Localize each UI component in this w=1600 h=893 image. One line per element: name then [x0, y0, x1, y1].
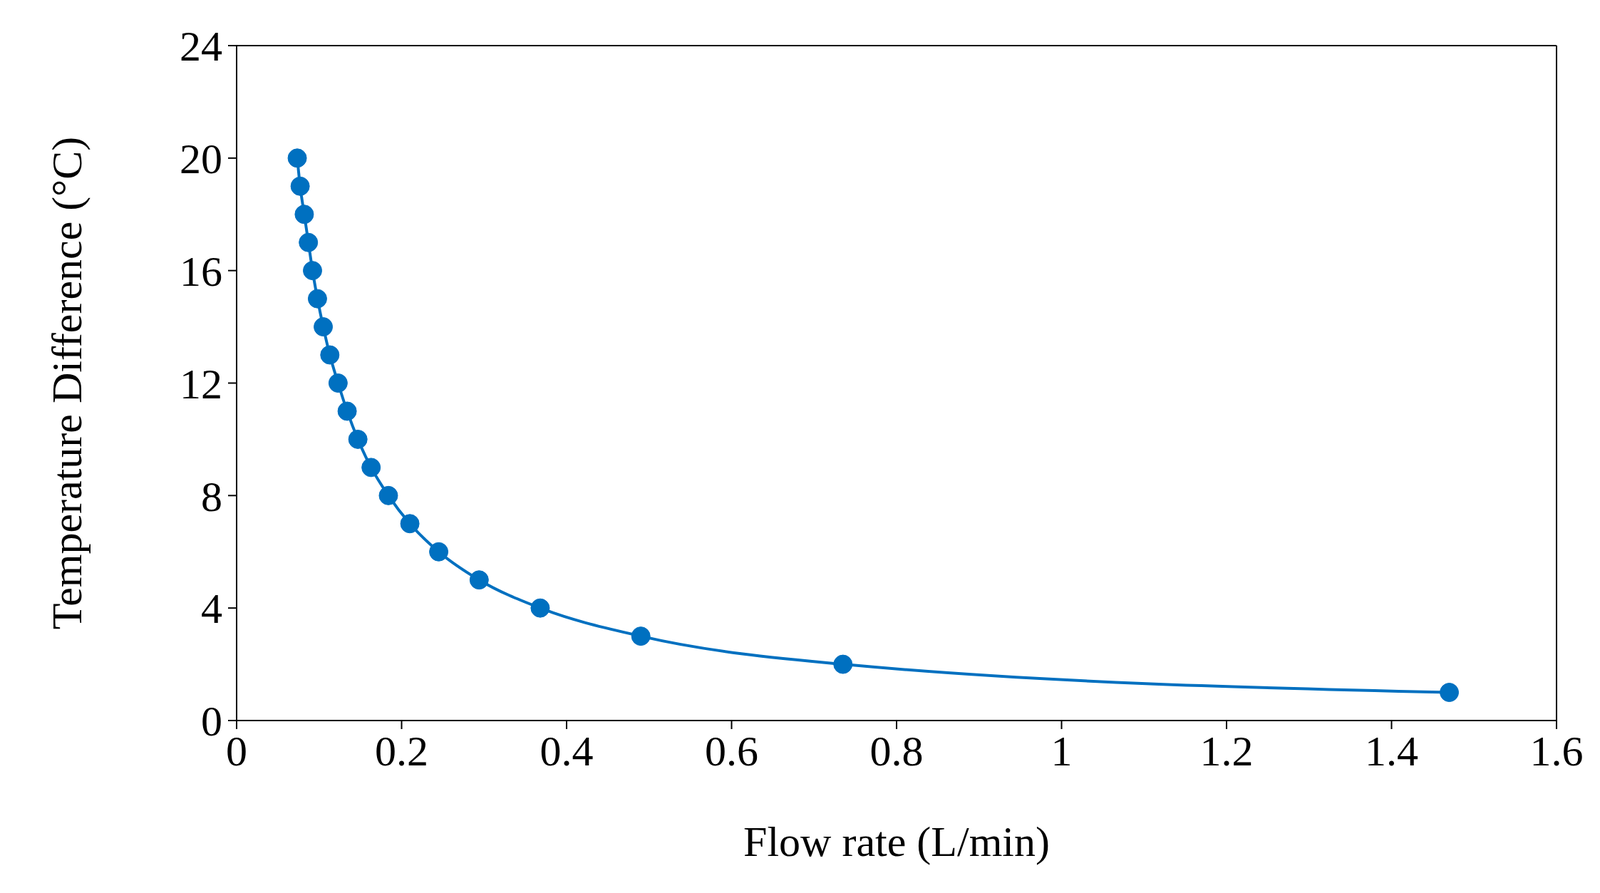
svg-text:1: 1	[1051, 727, 1073, 775]
svg-text:16: 16	[179, 248, 223, 296]
svg-text:0.8: 0.8	[870, 727, 924, 775]
svg-text:0.2: 0.2	[374, 727, 429, 775]
svg-text:1.4: 1.4	[1364, 727, 1419, 775]
svg-text:Flow rate (L/min): Flow rate (L/min)	[743, 818, 1050, 866]
svg-text:4: 4	[200, 585, 223, 633]
svg-text:0: 0	[225, 727, 248, 775]
svg-text:1.6: 1.6	[1530, 727, 1584, 775]
svg-text:12: 12	[179, 360, 223, 408]
svg-text:0.6: 0.6	[704, 727, 759, 775]
svg-text:20: 20	[179, 135, 223, 183]
svg-text:Temperature Difference (°C): Temperature Difference (°C)	[43, 136, 91, 631]
svg-text:8: 8	[200, 473, 223, 521]
svg-text:0.4: 0.4	[540, 727, 594, 775]
svg-text:0: 0	[200, 697, 223, 745]
svg-text:1.2: 1.2	[1200, 727, 1254, 775]
svg-text:24: 24	[179, 22, 223, 70]
